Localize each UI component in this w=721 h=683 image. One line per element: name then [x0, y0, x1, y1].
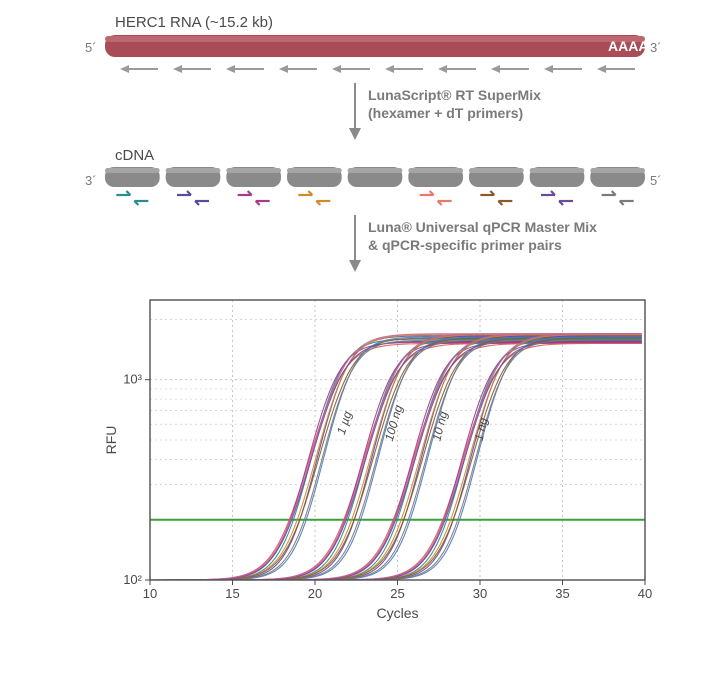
- rt-arrows: [120, 65, 635, 73]
- svg-text:15: 15: [225, 586, 239, 601]
- rna-3p: 3´: [650, 40, 662, 55]
- svg-text:Cycles: Cycles: [376, 605, 418, 621]
- chart: 1015202530354010²10³CyclesRFU1 µg100 ng1…: [103, 300, 652, 621]
- svg-text:20: 20: [308, 586, 322, 601]
- svg-text:10²: 10²: [123, 572, 142, 587]
- step1-line2: (hexamer + dT primers): [368, 105, 523, 121]
- svg-text:35: 35: [555, 586, 569, 601]
- rna-title: HERC1 RNA (~15.2 kb): [115, 15, 273, 31]
- cdna-title: cDNA: [115, 147, 154, 164]
- svg-text:40: 40: [638, 586, 652, 601]
- step1-line1: LunaScript® RT SuperMix: [368, 87, 541, 103]
- cdna-5p: 5´: [650, 173, 662, 188]
- svg-text:30: 30: [473, 586, 487, 601]
- rna-bar: AAAA: [105, 35, 648, 57]
- rna-5p: 5´: [85, 40, 97, 55]
- step2-line2: & qPCR-specific primer pairs: [368, 237, 562, 253]
- svg-text:10³: 10³: [123, 372, 142, 387]
- rna-tail: AAAA: [608, 38, 648, 54]
- cdna-primers: [116, 191, 633, 205]
- cdna-segments: [105, 167, 645, 187]
- svg-text:RFU: RFU: [103, 426, 119, 455]
- step1: LunaScript® RT SuperMix (hexamer + dT pr…: [349, 83, 541, 140]
- svg-text:10: 10: [143, 586, 157, 601]
- svg-text:25: 25: [390, 586, 404, 601]
- cdna-3p: 3´: [85, 173, 97, 188]
- step2: Luna® Universal qPCR Master Mix & qPCR-s…: [349, 215, 597, 272]
- step2-line1: Luna® Universal qPCR Master Mix: [368, 219, 597, 235]
